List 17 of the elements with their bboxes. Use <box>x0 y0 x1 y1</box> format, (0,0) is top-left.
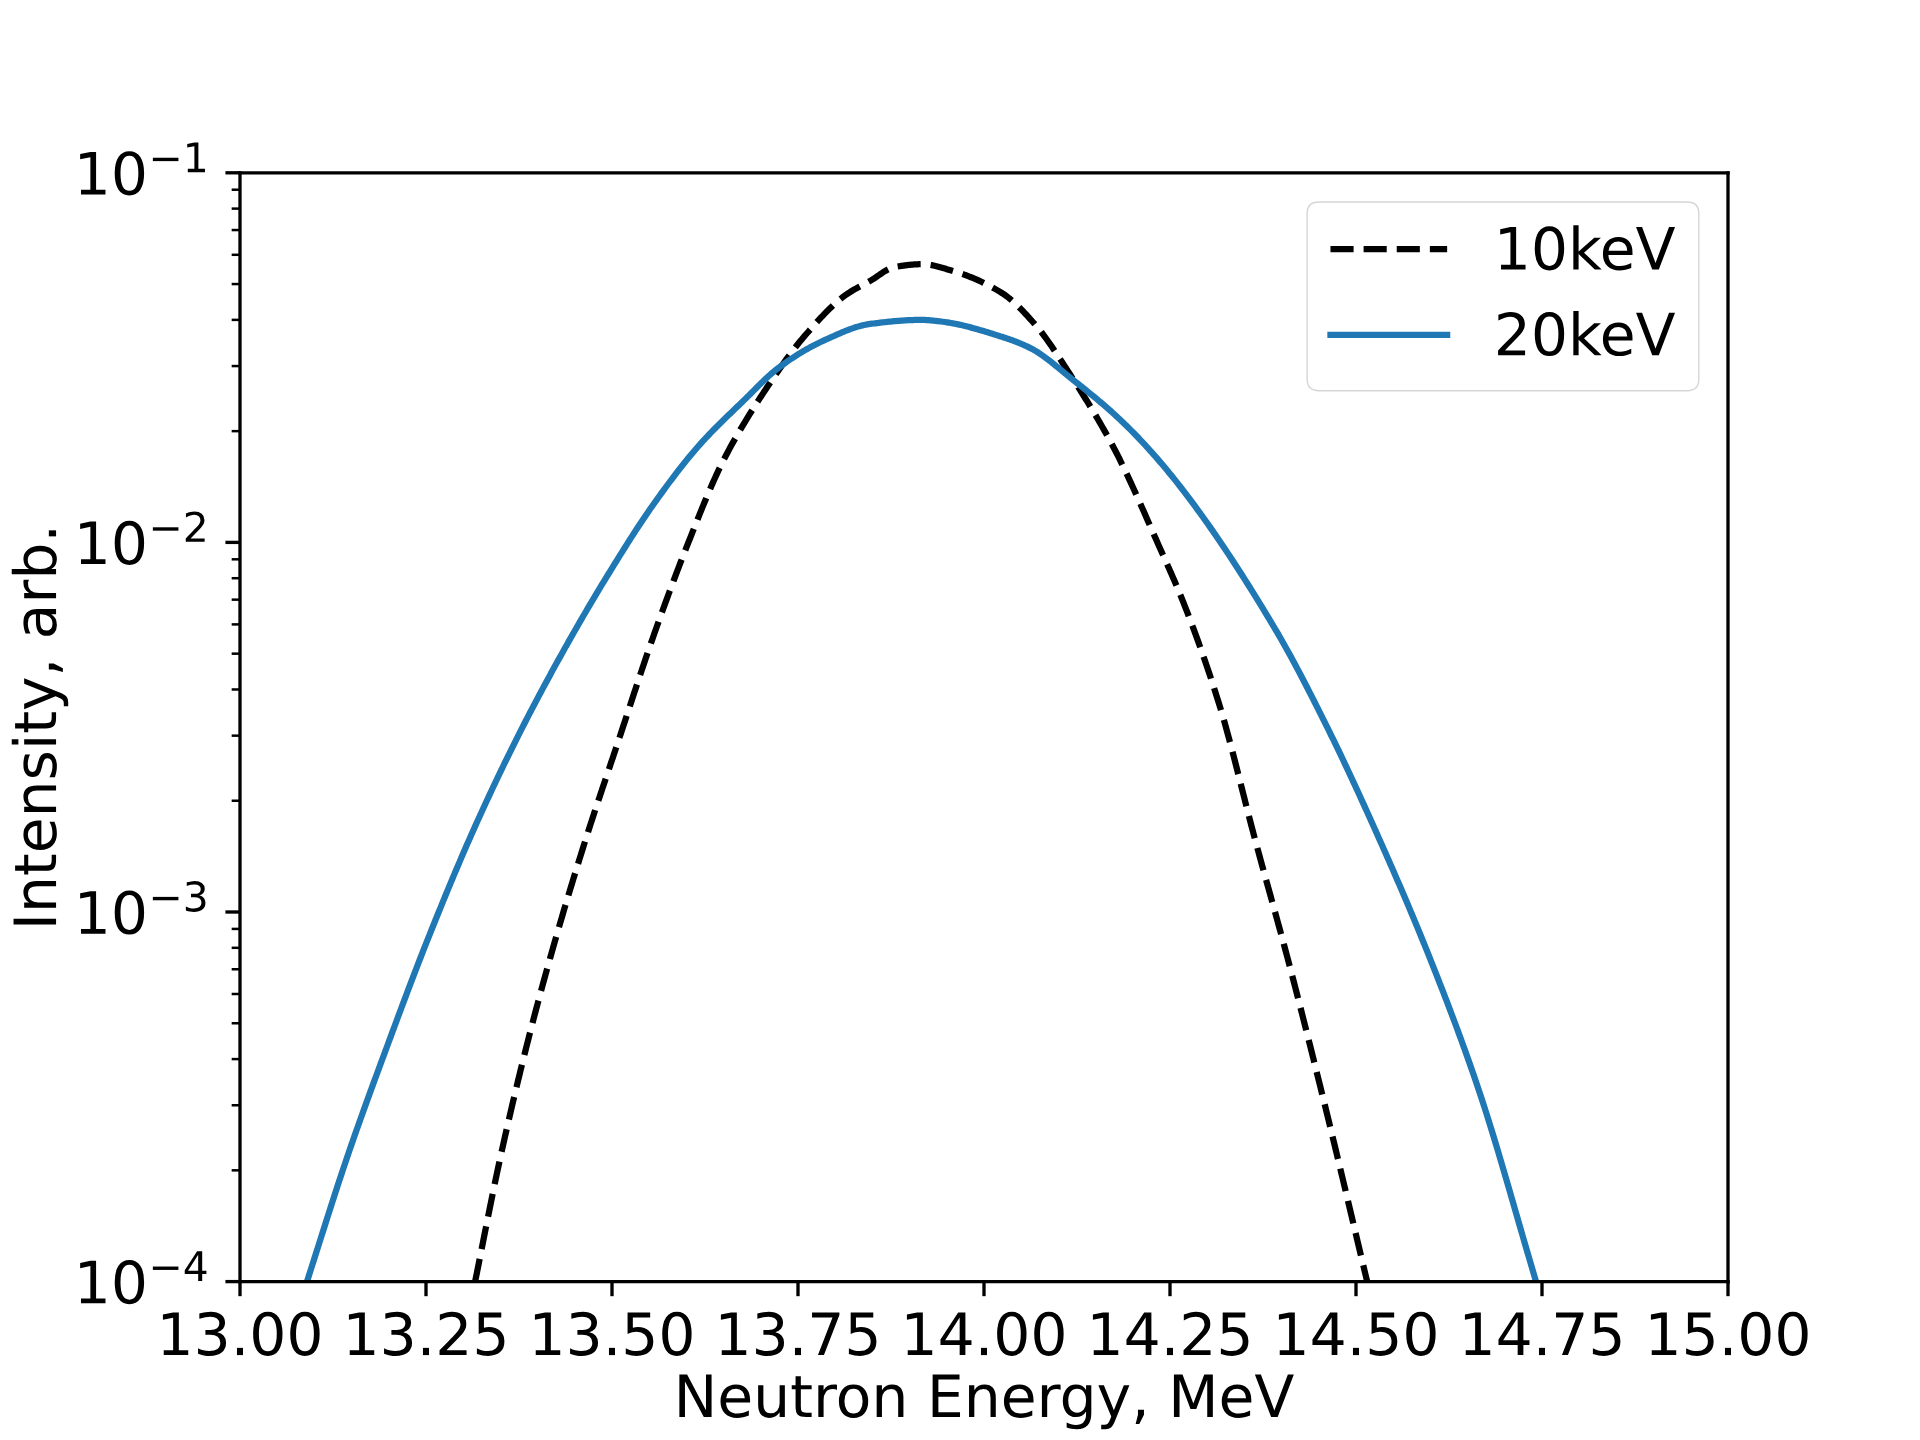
x-tick-label: 13.25 <box>348 1311 505 1356</box>
x-tick-label: 14.50 <box>1278 1311 1436 1356</box>
y-tick-label: 10$^{−4}$ <box>80 1251 207 1305</box>
y-axis-title: Intensity, arb. <box>11 530 69 925</box>
y-tick-label: 10$^{−2}$ <box>80 511 205 565</box>
legend-label: 20keV <box>1498 310 1676 357</box>
x-tick-label: 14.00 <box>906 1311 1064 1356</box>
legend-label: 10keV <box>1500 225 1676 271</box>
x-tick-label: 15.00 <box>1650 1311 1808 1356</box>
y-tick-label: 10$^{−3}$ <box>80 881 206 935</box>
x-tick-label: 14.75 <box>1464 1312 1621 1356</box>
x-tick-label: 13.00 <box>162 1311 320 1356</box>
x-tick-label: 13.75 <box>720 1311 877 1356</box>
x-tick-label: 13.50 <box>534 1311 692 1356</box>
x-tick-label: 14.25 <box>1092 1311 1249 1356</box>
y-tick-label: 10$^{−1}$ <box>80 142 205 196</box>
x-axis-title: Neutron Energy, MeV <box>679 1374 1294 1430</box>
